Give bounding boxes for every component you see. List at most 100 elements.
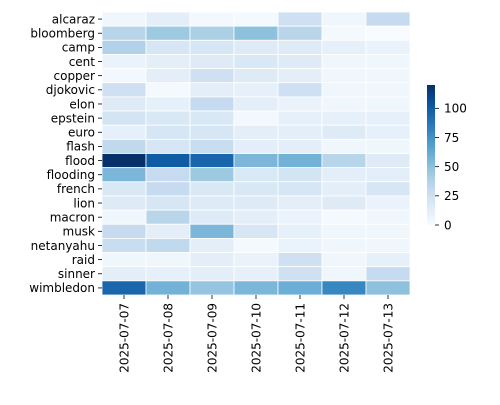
row-label-cent: cent <box>69 55 96 69</box>
heatmap-cell-euro-2025-07-12 <box>321 124 367 140</box>
heatmap-cell-copper-2025-07-13 <box>365 68 411 84</box>
heatmap-cell-musk-2025-07-12 <box>321 223 367 239</box>
heatmap-cell-musk-2025-07-09 <box>189 223 235 239</box>
heatmap-cell-alcaraz-2025-07-07 <box>101 11 147 27</box>
heatmap-cell-macron-2025-07-08 <box>145 209 191 225</box>
heatmap-cell-djokovic-2025-07-13 <box>365 82 411 98</box>
heatmap-cells <box>101 11 411 296</box>
row-label-elon: elon <box>69 97 95 111</box>
heatmap-cell-camp-2025-07-11 <box>277 39 323 55</box>
heatmap-cell-flood-2025-07-08 <box>145 153 191 169</box>
heatmap-cell-flash-2025-07-08 <box>145 138 191 154</box>
colorbar-tick-label-0: 0 <box>444 218 452 232</box>
heatmap-cell-flood-2025-07-09 <box>189 153 235 169</box>
row-label-copper: copper <box>54 69 96 83</box>
heatmap-cell-elon-2025-07-13 <box>365 96 411 112</box>
heatmap-cell-sinner-2025-07-09 <box>189 266 235 282</box>
heatmap-cell-cent-2025-07-08 <box>145 54 191 70</box>
heatmap-cell-djokovic-2025-07-11 <box>277 82 323 98</box>
row-label-flash: flash <box>66 140 95 154</box>
heatmap-cell-french-2025-07-07 <box>101 181 147 197</box>
heatmap-cell-french-2025-07-10 <box>233 181 279 197</box>
heatmap-cell-elon-2025-07-08 <box>145 96 191 112</box>
heatmap-cell-euro-2025-07-13 <box>365 124 411 140</box>
heatmap-cell-euro-2025-07-07 <box>101 124 147 140</box>
heatmap-cell-flood-2025-07-11 <box>277 153 323 169</box>
heatmap-cell-camp-2025-07-08 <box>145 39 191 55</box>
heatmap-cell-epstein-2025-07-13 <box>365 110 411 126</box>
heatmap-cell-french-2025-07-12 <box>321 181 367 197</box>
heatmap-cell-elon-2025-07-12 <box>321 96 367 112</box>
heatmap-cell-cent-2025-07-10 <box>233 54 279 70</box>
heatmap-cell-copper-2025-07-10 <box>233 68 279 84</box>
row-label-epstein: epstein <box>51 111 95 125</box>
heatmap-cell-netanyahu-2025-07-12 <box>321 237 367 253</box>
heatmap-cell-wimbledon-2025-07-10 <box>233 280 279 296</box>
heatmap-cell-cent-2025-07-11 <box>277 54 323 70</box>
heatmap-cell-alcaraz-2025-07-08 <box>145 11 191 27</box>
heatmap-cell-flood-2025-07-10 <box>233 153 279 169</box>
heatmap-cell-camp-2025-07-13 <box>365 39 411 55</box>
heatmap-cell-sinner-2025-07-12 <box>321 266 367 282</box>
heatmap-cell-wimbledon-2025-07-07 <box>101 280 147 296</box>
heatmap-cell-flooding-2025-07-07 <box>101 167 147 183</box>
heatmap-cell-macron-2025-07-11 <box>277 209 323 225</box>
heatmap-cell-djokovic-2025-07-12 <box>321 82 367 98</box>
heatmap-cell-lion-2025-07-08 <box>145 195 191 211</box>
heatmap-cell-euro-2025-07-11 <box>277 124 323 140</box>
row-label-wimbledon: wimbledon <box>29 281 95 295</box>
heatmap-cell-flash-2025-07-11 <box>277 138 323 154</box>
heatmap-cell-raid-2025-07-11 <box>277 252 323 268</box>
heatmap-cell-sinner-2025-07-10 <box>233 266 279 282</box>
heatmap-cell-bloomberg-2025-07-12 <box>321 25 367 41</box>
heatmap-cell-wimbledon-2025-07-13 <box>365 280 411 296</box>
heatmap-cell-raid-2025-07-10 <box>233 252 279 268</box>
heatmap-cell-netanyahu-2025-07-13 <box>365 237 411 253</box>
heatmap-cell-bloomberg-2025-07-11 <box>277 25 323 41</box>
colorbar-tick-label-50: 50 <box>444 160 459 174</box>
column-label-2025-07-10: 2025-07-10 <box>249 303 263 373</box>
heatmap-cell-bloomberg-2025-07-07 <box>101 25 147 41</box>
heatmap-cell-alcaraz-2025-07-13 <box>365 11 411 27</box>
heatmap-cell-lion-2025-07-11 <box>277 195 323 211</box>
heatmap-cell-elon-2025-07-07 <box>101 96 147 112</box>
heatmap-cell-epstein-2025-07-09 <box>189 110 235 126</box>
heatmap-cell-euro-2025-07-10 <box>233 124 279 140</box>
column-label-2025-07-11: 2025-07-11 <box>293 303 307 373</box>
heatmap-cell-musk-2025-07-08 <box>145 223 191 239</box>
heatmap-cell-musk-2025-07-07 <box>101 223 147 239</box>
heatmap-cell-musk-2025-07-11 <box>277 223 323 239</box>
row-label-flood: flood <box>65 154 95 168</box>
row-label-netanyahu: netanyahu <box>31 239 95 253</box>
row-label-camp: camp <box>62 41 95 55</box>
colorbar-tick-label-75: 75 <box>444 131 459 145</box>
heatmap-cell-macron-2025-07-13 <box>365 209 411 225</box>
heatmap-cell-raid-2025-07-13 <box>365 252 411 268</box>
heatmap-cell-french-2025-07-11 <box>277 181 323 197</box>
heatmap-cell-macron-2025-07-12 <box>321 209 367 225</box>
heatmap-cell-sinner-2025-07-07 <box>101 266 147 282</box>
heatmap-cell-copper-2025-07-12 <box>321 68 367 84</box>
column-label-2025-07-12: 2025-07-12 <box>337 303 351 373</box>
heatmap-cell-flood-2025-07-12 <box>321 153 367 169</box>
heatmap-cell-djokovic-2025-07-08 <box>145 82 191 98</box>
heatmap-cell-camp-2025-07-09 <box>189 39 235 55</box>
heatmap-cell-copper-2025-07-11 <box>277 68 323 84</box>
heatmap-cell-netanyahu-2025-07-09 <box>189 237 235 253</box>
heatmap-cell-copper-2025-07-09 <box>189 68 235 84</box>
heatmap-cell-djokovic-2025-07-10 <box>233 82 279 98</box>
row-label-bloomberg: bloomberg <box>30 27 95 41</box>
heatmap-cell-sinner-2025-07-08 <box>145 266 191 282</box>
heatmap-cell-flooding-2025-07-13 <box>365 167 411 183</box>
heatmap-cell-alcaraz-2025-07-12 <box>321 11 367 27</box>
heatmap-cell-euro-2025-07-09 <box>189 124 235 140</box>
colorbar-tick-label-100: 100 <box>444 102 467 116</box>
heatmap-cell-macron-2025-07-07 <box>101 209 147 225</box>
heatmap-cell-bloomberg-2025-07-08 <box>145 25 191 41</box>
heatmap-cell-netanyahu-2025-07-07 <box>101 237 147 253</box>
heatmap-cell-french-2025-07-09 <box>189 181 235 197</box>
column-label-2025-07-09: 2025-07-09 <box>205 303 219 373</box>
heatmap-cell-djokovic-2025-07-09 <box>189 82 235 98</box>
heatmap-cell-musk-2025-07-13 <box>365 223 411 239</box>
colorbar: 0 25 50 75 100 <box>427 85 467 232</box>
